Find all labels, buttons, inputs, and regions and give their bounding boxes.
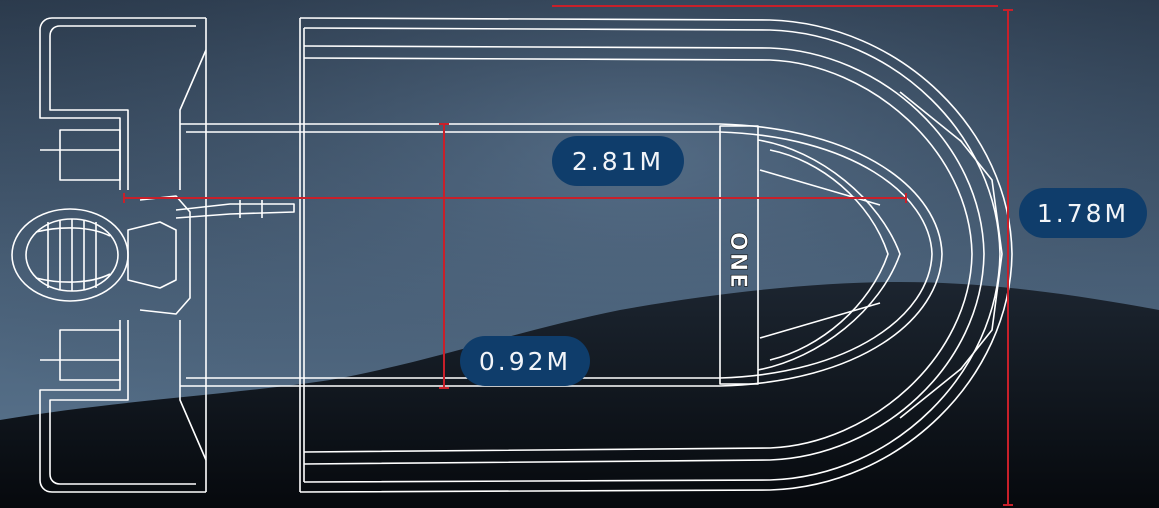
dimension-lines xyxy=(123,5,1013,506)
length-label: 2.81M xyxy=(552,136,684,186)
boat-outline xyxy=(11,17,1013,493)
beam-label: 1.78M xyxy=(1019,188,1147,238)
hull-text: ONE xyxy=(725,232,750,290)
dark-wave-shape xyxy=(0,282,1159,508)
inner-width-label: 0.92M xyxy=(460,336,590,386)
